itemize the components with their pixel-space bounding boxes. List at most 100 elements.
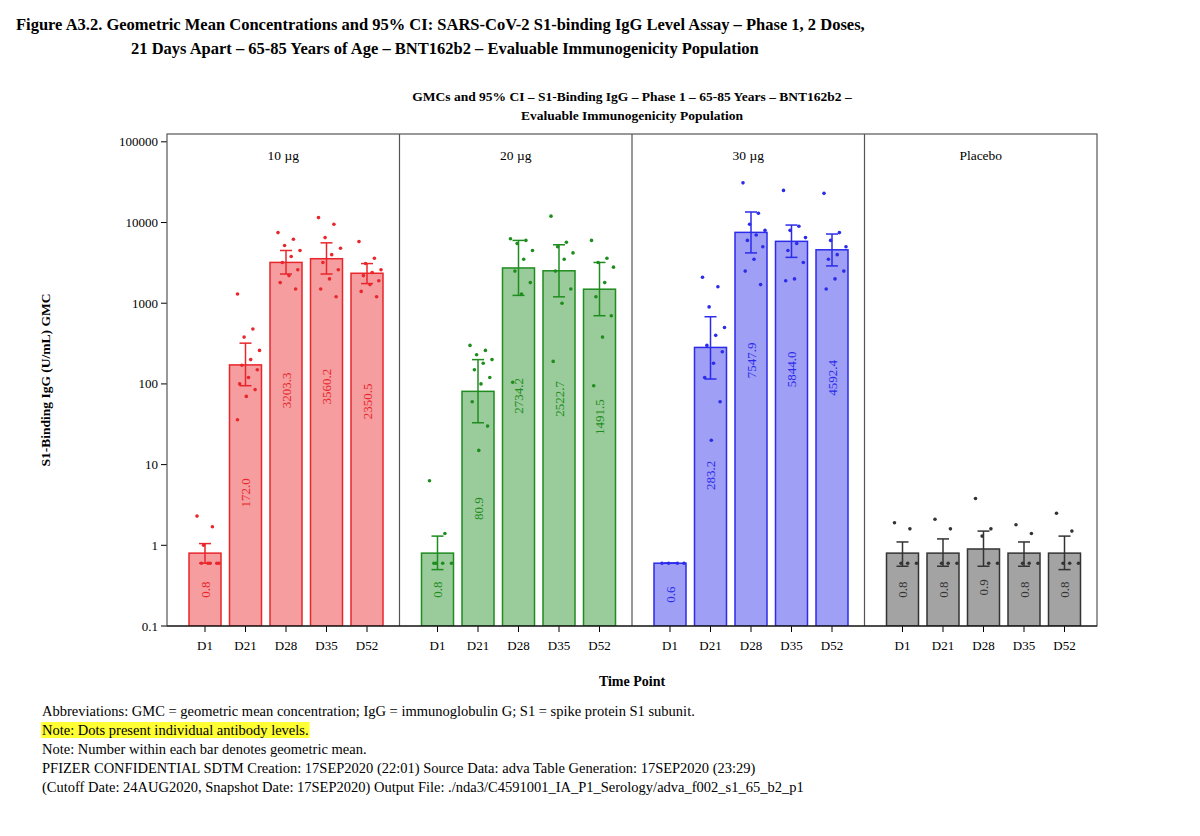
point [842,269,846,273]
error-bar [826,234,838,266]
data-label: 2350.5 [360,383,375,419]
point [797,224,801,228]
panel-label: Placebo [959,148,1002,163]
bar [1049,553,1081,626]
point [319,287,323,291]
point [603,281,607,285]
point [323,236,327,240]
data-label: 1491.5 [592,399,607,435]
point [899,561,903,565]
point [989,527,993,531]
error-bar-cap [240,385,252,387]
data-label: 3203.3 [279,373,294,409]
point [940,561,944,565]
x-tick-label: D52 [821,638,843,653]
data-label: 0.8 [198,581,213,597]
point [610,314,614,318]
point [786,249,790,253]
x-tick [983,626,984,632]
note: Note: Dots present individual antibody l… [42,722,309,738]
x-tick-label: D35 [780,638,802,653]
error-bar-cap [937,566,949,568]
point [473,368,477,372]
error-bar-cap [321,273,333,275]
data-label: 172.0 [238,478,253,507]
error-bar-cap [978,566,990,568]
error-bar-cap [472,359,484,361]
error-bar [513,240,525,295]
data-label: 0.6 [663,586,678,603]
point [1021,561,1025,565]
point [281,261,285,265]
point [531,249,535,253]
error-bar-cap [897,541,909,543]
point [520,292,524,296]
point [379,268,383,272]
bar [1008,553,1040,626]
data-label: 2522.7 [552,380,567,416]
error-bar [786,225,798,257]
point [795,242,799,246]
point [470,400,474,404]
point [522,258,526,262]
y-tick [161,464,167,465]
error-bar-stem [750,212,752,253]
point [822,192,826,196]
x-tick-label: D35 [548,638,570,653]
y-tick-label: 10 [145,457,158,472]
point [974,497,978,501]
point [509,237,513,241]
y-axis-label: S1-Binding IgG (U/mL) GMC [38,294,53,467]
bar [816,250,848,626]
error-bar [240,343,252,386]
bar [584,289,616,626]
point [933,518,937,522]
point [987,561,991,565]
point [594,295,598,299]
error-bar-cap [472,422,484,424]
point [551,360,555,364]
point [746,239,750,243]
note: (Cutoff Date: 24AUG2020, Snapshot Date: … [42,779,804,796]
data-label: 80.9 [471,497,486,520]
point [481,362,485,366]
point [601,335,605,339]
bar [887,553,919,626]
error-bar [280,251,292,275]
point [893,521,897,525]
point [784,279,788,283]
data-label: 0.8 [430,581,445,597]
point [450,561,454,565]
point [240,364,244,368]
point [255,368,259,372]
plot-frame [167,134,1097,626]
x-tick-label: D1 [197,638,213,653]
x-tick [832,626,833,632]
point [844,245,848,249]
point [428,479,432,483]
point [596,261,600,265]
note-highlight [41,722,310,738]
point [247,376,251,380]
x-tick [326,626,327,632]
point [721,350,725,354]
bar [735,232,767,626]
point [443,532,447,536]
point [202,544,206,548]
x-tick [751,626,752,632]
data-label: 2734.2 [511,378,526,414]
point [195,514,199,518]
point [1027,561,1031,565]
error-bar-stem [366,264,368,284]
point [741,181,745,185]
data-label: 0.8 [936,581,951,597]
point [242,335,246,339]
point [524,239,528,243]
point [364,262,368,266]
y-tick [161,222,167,223]
point [827,258,831,262]
data-label: 0.8 [1057,581,1072,597]
error-bar-cap [826,265,838,267]
point [200,561,204,565]
point [782,189,786,193]
